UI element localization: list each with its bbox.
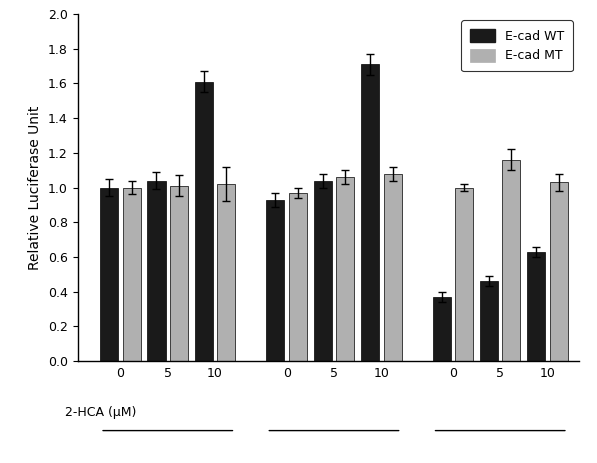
Text: 2-HCA (μM): 2-HCA (μM): [64, 407, 136, 419]
Bar: [550, 182, 568, 361]
Bar: [433, 297, 451, 361]
Bar: [480, 281, 498, 361]
Bar: [383, 174, 402, 361]
Bar: [503, 160, 521, 361]
Bar: [195, 81, 213, 361]
Bar: [527, 252, 545, 361]
Bar: [289, 193, 307, 361]
Bar: [266, 200, 284, 361]
Bar: [123, 188, 141, 361]
Bar: [147, 181, 165, 361]
Y-axis label: Relative Luciferase Unit: Relative Luciferase Unit: [28, 105, 42, 270]
Bar: [455, 188, 473, 361]
Bar: [217, 184, 235, 361]
Bar: [100, 188, 118, 361]
Bar: [170, 186, 188, 361]
Bar: [313, 181, 332, 361]
Legend: E-cad WT, E-cad MT: E-cad WT, E-cad MT: [461, 20, 573, 71]
Bar: [336, 177, 354, 361]
Bar: [361, 64, 379, 361]
